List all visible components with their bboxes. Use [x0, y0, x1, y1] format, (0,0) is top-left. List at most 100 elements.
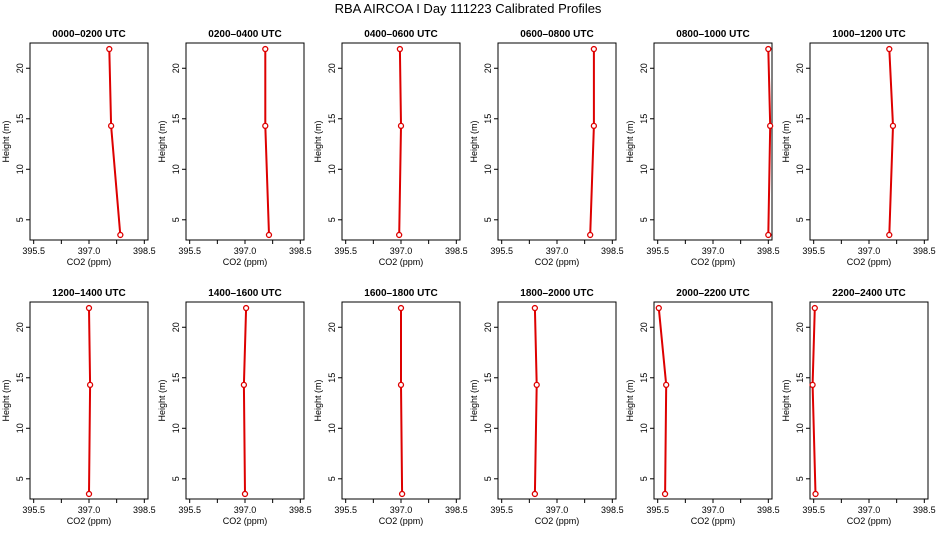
y-tick-label: 20	[15, 63, 25, 73]
y-tick-label: 10	[483, 164, 493, 174]
x-tick-label: 397.0	[858, 246, 881, 256]
y-tick-label: 10	[15, 423, 25, 433]
profile-point	[886, 45, 893, 53]
x-tick-label: 395.5	[802, 505, 825, 515]
y-tick-label: 5	[795, 476, 805, 481]
profile-line	[888, 49, 895, 235]
profile-line	[88, 308, 92, 494]
profile-point	[765, 45, 772, 53]
profile-point	[106, 45, 113, 53]
y-tick-label: 5	[171, 217, 181, 222]
profile-point	[397, 304, 405, 312]
profile-point	[241, 490, 249, 498]
y-tick-label: 15	[639, 114, 649, 124]
profile-point	[398, 490, 406, 498]
x-tick-label: 395.5	[334, 505, 357, 515]
x-axis-label: CO2 (ppm)	[847, 257, 892, 267]
x-tick-label: 397.0	[702, 505, 725, 515]
profile-point	[661, 490, 669, 498]
x-tick-label: 397.0	[858, 505, 881, 515]
y-tick-label: 10	[795, 423, 805, 433]
y-tick-label: 20	[795, 63, 805, 73]
y-tick-label: 5	[15, 476, 25, 481]
plot-frame	[497, 42, 617, 241]
profile-point	[396, 45, 404, 53]
profile-point	[242, 304, 250, 312]
y-tick-label: 10	[327, 164, 337, 174]
profile-line	[811, 308, 817, 494]
profile-point	[262, 45, 269, 53]
x-tick-label: 398.5	[913, 505, 936, 515]
panel-title: 1200–1400 UTC	[52, 288, 125, 299]
y-tick-label: 15	[639, 373, 649, 383]
profile-line	[242, 308, 248, 494]
y-tick-label: 20	[639, 63, 649, 73]
y-tick-label: 15	[483, 114, 493, 124]
panel-title: 0000–0200 UTC	[52, 29, 125, 40]
profile-point	[85, 304, 93, 312]
profile-line	[108, 49, 122, 235]
y-tick-label: 5	[171, 476, 181, 481]
y-tick-label: 5	[483, 217, 493, 222]
x-axis-label: CO2 (ppm)	[535, 516, 580, 526]
y-axis-label: Height (m)	[781, 120, 791, 162]
profile-line	[400, 308, 404, 494]
x-tick-label: 395.5	[334, 246, 357, 256]
y-tick-label: 20	[483, 322, 493, 332]
y-tick-label: 10	[171, 164, 181, 174]
y-axis-label: Height (m)	[313, 379, 323, 421]
y-tick-label: 15	[171, 114, 181, 124]
profile-point	[811, 304, 818, 312]
profile-line	[533, 308, 538, 494]
y-tick-label: 5	[327, 476, 337, 481]
x-tick-label: 395.5	[178, 505, 201, 515]
profile-point	[889, 122, 897, 129]
y-tick-label: 20	[327, 322, 337, 332]
x-tick-label: 398.5	[445, 246, 468, 256]
plot-frame	[185, 42, 305, 241]
panel-title: 1600–1800 UTC	[364, 288, 437, 299]
profile-point	[240, 381, 248, 388]
y-tick-label: 5	[483, 476, 493, 481]
profile-point	[396, 231, 403, 239]
x-tick-label: 398.5	[757, 505, 780, 515]
profile-point	[587, 231, 594, 239]
x-axis-label: CO2 (ppm)	[379, 516, 424, 526]
y-axis-label: Height (m)	[469, 120, 479, 162]
x-axis-label: CO2 (ppm)	[691, 516, 736, 526]
x-axis-label: CO2 (ppm)	[67, 516, 112, 526]
y-tick-label: 10	[639, 423, 649, 433]
y-axis-label: Height (m)	[157, 379, 167, 421]
profile-line	[767, 49, 772, 235]
profile-line	[264, 49, 270, 235]
y-tick-label: 15	[483, 373, 493, 383]
y-tick-label: 20	[327, 63, 337, 73]
y-tick-label: 10	[795, 164, 805, 174]
y-tick-label: 20	[795, 322, 805, 332]
figure-title: RBA AIRCOA I Day 111223 Calibrated Profi…	[334, 1, 602, 16]
x-tick-label: 395.5	[802, 246, 825, 256]
profile-line	[589, 49, 595, 235]
y-tick-label: 15	[15, 114, 25, 124]
y-tick-label: 5	[639, 217, 649, 222]
x-tick-label: 397.0	[78, 505, 101, 515]
panel-title: 1000–1200 UTC	[832, 29, 905, 40]
y-tick-label: 5	[639, 476, 649, 481]
x-tick-label: 398.5	[289, 246, 312, 256]
y-axis-label: Height (m)	[469, 379, 479, 421]
profile-point	[117, 231, 124, 239]
y-tick-label: 5	[795, 217, 805, 222]
plot-frame	[809, 42, 929, 241]
x-tick-label: 395.5	[22, 505, 45, 515]
x-axis-label: CO2 (ppm)	[535, 257, 580, 267]
x-tick-label: 395.5	[646, 246, 669, 256]
x-tick-label: 398.5	[913, 246, 936, 256]
x-tick-label: 398.5	[289, 505, 312, 515]
x-tick-label: 395.5	[22, 246, 45, 256]
y-tick-label: 5	[15, 217, 25, 222]
profile-point	[265, 231, 273, 239]
profile-point	[107, 122, 115, 129]
x-tick-label: 397.0	[702, 246, 725, 256]
panel-title: 0200–0400 UTC	[208, 29, 281, 40]
